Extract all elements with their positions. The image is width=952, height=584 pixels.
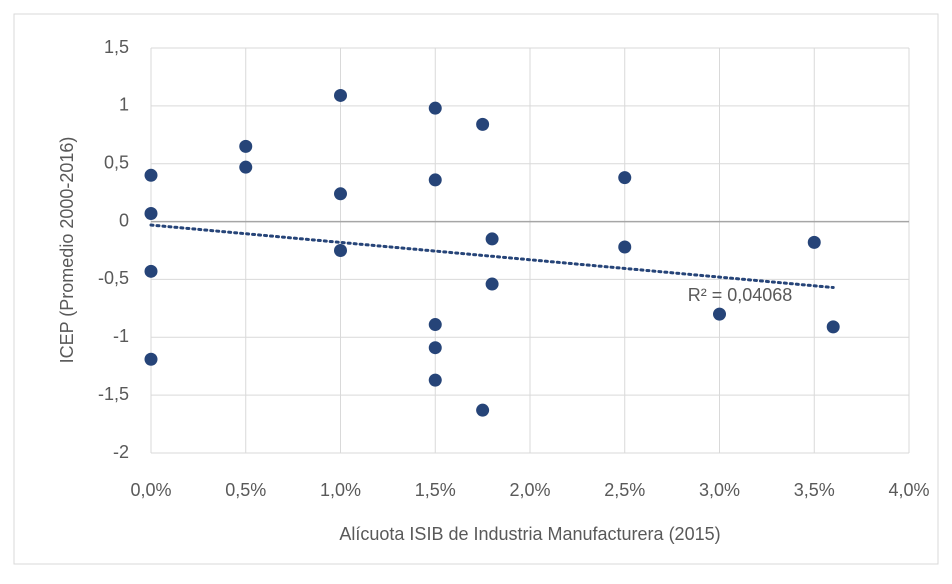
point xyxy=(807,235,821,249)
y-tick-label: -2 xyxy=(113,442,129,462)
point xyxy=(428,173,442,187)
point xyxy=(476,403,490,417)
point xyxy=(428,373,442,387)
point xyxy=(476,117,490,131)
y-axis-title: ICEP (Promedio 2000-2016) xyxy=(57,137,77,364)
point xyxy=(239,139,253,153)
x-tick-label: 2,0% xyxy=(509,480,550,500)
point xyxy=(334,244,347,257)
point xyxy=(618,171,632,185)
point xyxy=(618,240,632,254)
y-tick-label: 1 xyxy=(119,95,129,115)
point xyxy=(428,341,442,355)
x-tick-label: 2,5% xyxy=(604,480,645,500)
point xyxy=(428,101,442,115)
point xyxy=(239,160,253,174)
y-tick-label: 1,5 xyxy=(104,37,129,57)
x-tick-label: 3,5% xyxy=(794,480,835,500)
y-tick-label: -1 xyxy=(113,326,129,346)
x-tick-label: 1,5% xyxy=(415,480,456,500)
point xyxy=(713,307,726,321)
point xyxy=(144,352,158,366)
point xyxy=(334,88,347,102)
point xyxy=(334,187,347,201)
x-tick-label: 0,5% xyxy=(225,480,266,500)
point xyxy=(428,318,442,332)
x-tick-label: 3,0% xyxy=(699,480,740,500)
point xyxy=(144,264,158,278)
point xyxy=(144,168,158,182)
y-tick-label: -0,5 xyxy=(98,268,129,288)
point xyxy=(826,320,840,334)
point xyxy=(485,277,499,291)
x-tick-label: 1,0% xyxy=(320,480,361,500)
x-tick-label: 4,0% xyxy=(888,480,929,500)
annotation: R² = 0,04068 xyxy=(688,285,793,305)
x-axis-title: Alícuota ISIB de Industria Manufacturera… xyxy=(339,524,720,544)
point xyxy=(485,232,499,246)
trendline xyxy=(149,223,835,290)
point xyxy=(144,206,158,220)
y-tick-label: 0,5 xyxy=(104,152,129,172)
y-tick-label: 0 xyxy=(119,210,129,230)
x-tick-label: 0,0% xyxy=(130,480,171,500)
y-tick-label: -1,5 xyxy=(98,384,129,404)
